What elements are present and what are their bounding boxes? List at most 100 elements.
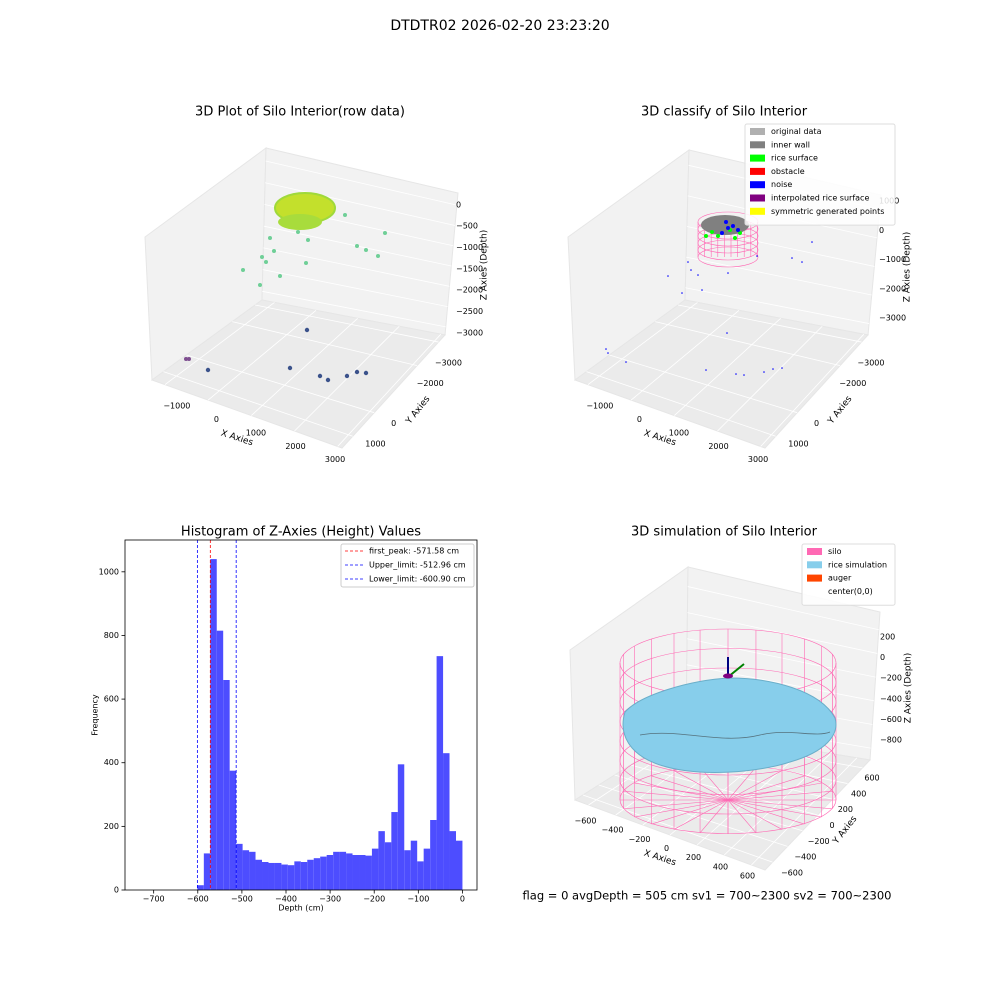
cloud-point bbox=[258, 283, 262, 287]
z-tick-label: −3000 bbox=[456, 328, 483, 337]
x-tick-label: 0 bbox=[637, 415, 642, 424]
cloud-point bbox=[743, 374, 745, 376]
legend-label: original data bbox=[771, 127, 822, 136]
bar bbox=[274, 862, 282, 890]
y-tick-label: 1000 bbox=[365, 439, 385, 448]
grid-line bbox=[163, 371, 353, 437]
silo-wire bbox=[727, 770, 783, 801]
legend-label: rice simulation bbox=[828, 560, 887, 569]
grid-line bbox=[609, 354, 798, 414]
bar bbox=[410, 840, 418, 890]
z-tick-label: 0 bbox=[880, 653, 885, 662]
x-tick-label: 0 bbox=[214, 415, 219, 424]
y-tick-label: 600 bbox=[864, 774, 879, 783]
silo-wire bbox=[727, 799, 757, 834]
grid-line bbox=[265, 160, 457, 206]
bar bbox=[223, 680, 230, 890]
silo-wire bbox=[727, 766, 757, 801]
cloud-point bbox=[325, 377, 331, 383]
silo-wire bbox=[634, 782, 729, 801]
point-cloud bbox=[701, 215, 749, 235]
x-tick-label: −400 bbox=[275, 895, 297, 904]
grid-line bbox=[207, 310, 317, 401]
grid-line bbox=[630, 310, 740, 401]
silo-wire bbox=[651, 799, 729, 825]
cloud-point bbox=[704, 234, 708, 238]
grid-line bbox=[586, 371, 776, 437]
y-tick-label: 1000 bbox=[99, 567, 119, 576]
bar bbox=[436, 656, 444, 890]
grid-line bbox=[760, 333, 865, 447]
x-tick-label: −300 bbox=[319, 895, 341, 904]
legend-swatch bbox=[750, 207, 765, 215]
legend-label: noise bbox=[771, 180, 792, 189]
grid-line bbox=[687, 612, 878, 654]
status-text: flag = 0 avgDepth = 505 cm sv1 = 700~230… bbox=[523, 889, 892, 903]
silo-wire bbox=[727, 782, 822, 801]
cloud-point bbox=[383, 231, 387, 235]
y-tick-label: 0 bbox=[814, 419, 819, 428]
silo-wire bbox=[623, 799, 729, 810]
bar bbox=[300, 862, 308, 890]
bar bbox=[423, 848, 431, 890]
grid-line bbox=[582, 794, 773, 863]
grid-line bbox=[337, 333, 442, 447]
x-tick-label: −1000 bbox=[586, 402, 613, 411]
bar bbox=[449, 831, 457, 890]
x-tick-label: 200 bbox=[686, 853, 701, 862]
z-tick-label: 0 bbox=[456, 200, 461, 209]
bar bbox=[371, 848, 379, 890]
bar bbox=[430, 820, 437, 890]
y-axis-label: Y Axies bbox=[826, 394, 855, 427]
grid-line bbox=[614, 774, 803, 832]
bar bbox=[249, 851, 256, 890]
grid-line bbox=[687, 586, 879, 631]
bar bbox=[456, 840, 463, 890]
z-tick-label: −400 bbox=[880, 694, 902, 703]
z-tick-label: 0 bbox=[879, 226, 884, 235]
z-tick-label: −3000 bbox=[879, 314, 906, 323]
rice-shade bbox=[639, 731, 831, 739]
grid-line bbox=[186, 354, 375, 414]
cloud-point bbox=[738, 231, 742, 235]
cloud-point bbox=[605, 348, 607, 350]
cloud-point bbox=[736, 228, 740, 232]
bar bbox=[339, 851, 347, 890]
y-axis-label: Y Axies bbox=[831, 814, 860, 847]
y-axis-label: Y Axies bbox=[404, 394, 433, 427]
y-tick-label: 0 bbox=[114, 886, 119, 895]
x-tick-label: 3000 bbox=[325, 455, 345, 464]
legend-swatch bbox=[750, 128, 765, 135]
cloud-point bbox=[801, 261, 803, 263]
bar bbox=[216, 630, 224, 890]
y-tick-label: −3000 bbox=[857, 359, 884, 368]
z-tick-label: −2500 bbox=[456, 307, 483, 316]
legend-swatch bbox=[750, 167, 765, 175]
chart-title: 3D simulation of Silo Interior bbox=[631, 525, 818, 540]
z-tick-label: −1000 bbox=[456, 243, 483, 252]
grid-line bbox=[630, 764, 818, 816]
grid-line bbox=[717, 325, 823, 432]
y-tick-label: 0 bbox=[391, 419, 396, 428]
x-tick-label: −700 bbox=[143, 895, 165, 904]
x-tick-label: −600 bbox=[187, 895, 209, 904]
z-tick-label: −500 bbox=[456, 222, 478, 231]
legend-label: auger bbox=[828, 574, 852, 583]
grid-line bbox=[587, 302, 698, 385]
z-tick-label: −1500 bbox=[456, 264, 483, 273]
y-tick-label: −400 bbox=[794, 853, 816, 862]
legend-swatch bbox=[807, 587, 822, 595]
cloud-point bbox=[304, 327, 310, 333]
cloud-point bbox=[304, 261, 308, 265]
grid-line bbox=[685, 287, 870, 324]
cloud-point bbox=[781, 367, 783, 369]
legend-label: center(0,0) bbox=[828, 587, 873, 596]
bar bbox=[384, 842, 392, 890]
x-tick-label: 400 bbox=[713, 862, 728, 871]
silo-wire bbox=[634, 799, 729, 818]
grid-line bbox=[686, 256, 872, 296]
bar bbox=[307, 859, 314, 890]
bar bbox=[333, 851, 340, 890]
cloud-point bbox=[625, 361, 627, 363]
